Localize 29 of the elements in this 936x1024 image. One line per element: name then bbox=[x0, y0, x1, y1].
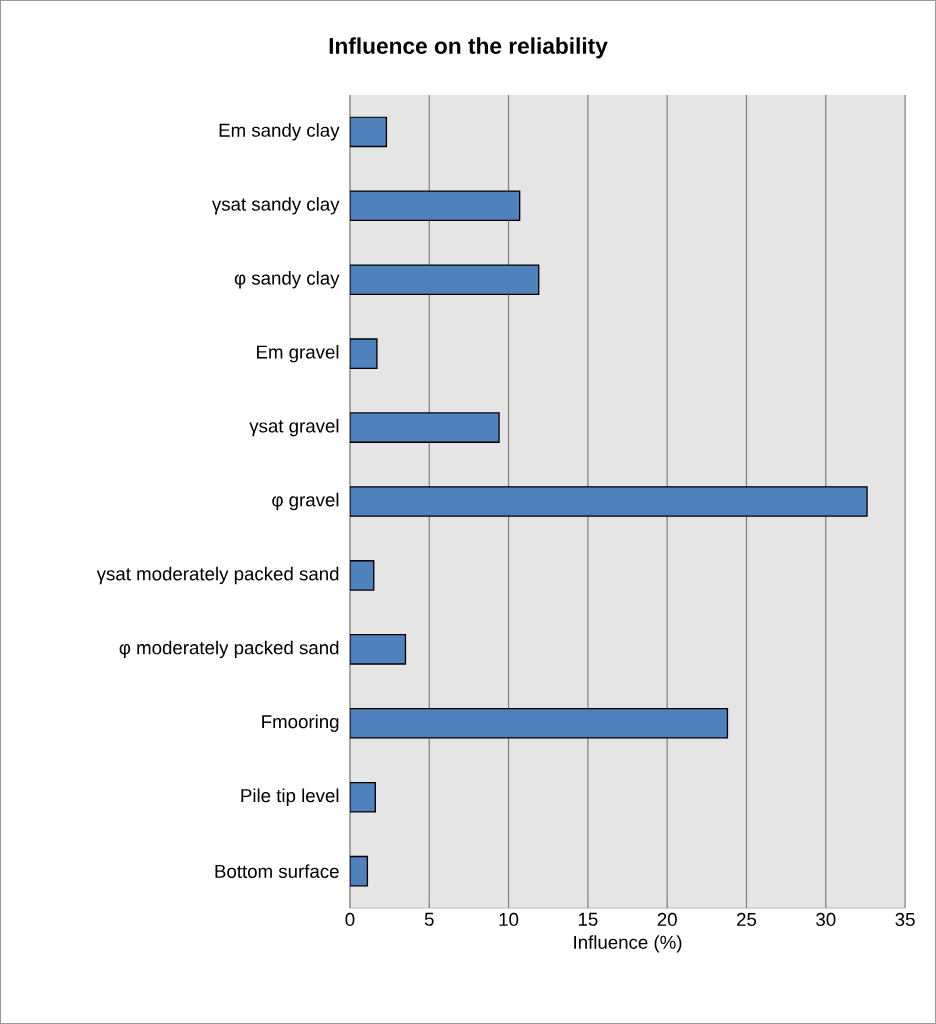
x-tick-label: 5 bbox=[424, 912, 434, 926]
bar bbox=[349, 486, 868, 517]
x-tick-label: 0 bbox=[345, 912, 355, 927]
x-tick-label: 30 bbox=[816, 912, 836, 927]
x-tick-label: 15 bbox=[578, 912, 598, 926]
bar bbox=[349, 412, 500, 443]
y-tick-label: Bottom surface bbox=[215, 864, 339, 878]
y-tick-label: γsat gravel bbox=[249, 418, 339, 437]
bar bbox=[349, 707, 729, 739]
x-tick-label: 10 bbox=[499, 912, 519, 927]
y-tick-label: Fmooring bbox=[262, 714, 339, 732]
y-tick-label: φ gravel bbox=[272, 492, 339, 511]
y-tick-label: φ sandy clay bbox=[234, 271, 340, 289]
x-tick-label: 25 bbox=[737, 912, 757, 927]
x-tick-label: 20 bbox=[657, 912, 677, 927]
y-tick-label: Pile tip level bbox=[241, 788, 339, 806]
bar bbox=[349, 190, 521, 222]
x-tick-label: 35 bbox=[895, 912, 915, 927]
bar bbox=[349, 264, 540, 296]
bar bbox=[349, 781, 377, 813]
y-tick-label: Em sandy clay bbox=[219, 123, 340, 141]
bar bbox=[349, 634, 407, 665]
y-tick-label: γsat moderately packed sand bbox=[96, 566, 339, 585]
y-tick-label: γsat sandy clay bbox=[211, 197, 340, 215]
chart-title: Influence on the reliability bbox=[329, 37, 608, 59]
y-tick-label: φ moderately packed sand bbox=[119, 640, 339, 659]
x-axis-title: Influence (%) bbox=[574, 935, 682, 953]
y-tick-label: Em gravel bbox=[257, 344, 339, 363]
bar bbox=[349, 116, 388, 148]
